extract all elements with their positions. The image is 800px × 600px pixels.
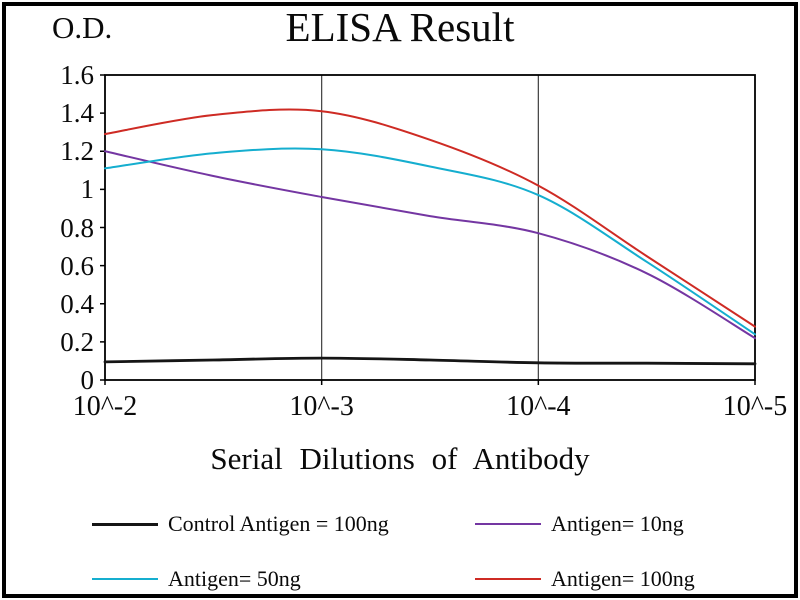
legend-label: Antigen= 100ng	[551, 566, 695, 591]
x-tick-label: 10^-2	[72, 391, 138, 422]
chart-title: ELISA Result	[285, 4, 515, 50]
y-tick-label: 1.4	[60, 98, 94, 129]
y-tick-label: 0.6	[60, 250, 94, 281]
y-tick-label: 0.8	[60, 212, 94, 243]
x-tick-label: 10^-3	[289, 391, 354, 422]
legend-item: Antigen= 100ng	[475, 566, 742, 592]
legend-line-swatch	[475, 523, 541, 525]
legend-item: Control Antigen = 100ng	[92, 511, 475, 537]
legend-label: Antigen= 50ng	[168, 566, 301, 591]
y-tick-label: 1	[80, 174, 95, 205]
legend: Control Antigen = 100ng Antigen= 10ng Anti…	[92, 511, 742, 592]
series-line-0	[103, 356, 757, 366]
legend-label: Antigen= 10ng	[551, 511, 684, 536]
y-tick-label: 1.6	[60, 60, 94, 90]
plot-border	[104, 74, 756, 381]
y-tick-label: 0	[80, 365, 95, 395]
y-axis-label: O.D.	[52, 10, 113, 45]
legend-line-swatch	[92, 522, 158, 526]
y-tick-label: 1.2	[60, 136, 94, 167]
x-axis-label: Serial Dilutions of Antibody	[210, 441, 590, 476]
series-line-1	[104, 150, 756, 340]
legend-item: Antigen= 10ng	[475, 511, 742, 537]
y-tick-label: 0.4	[60, 288, 94, 319]
x-tick-label: 10^-5	[722, 391, 788, 422]
legend-label: Control Antigen = 100ng	[168, 511, 389, 536]
legend-item: Antigen= 50ng	[92, 566, 475, 592]
series-line-2	[104, 147, 756, 336]
legend-line-swatch	[92, 578, 158, 580]
series-line-3	[104, 108, 756, 328]
y-tick-label: 0.2	[60, 326, 94, 357]
legend-line-swatch	[475, 578, 541, 580]
x-tick-label: 10^-4	[506, 391, 571, 422]
